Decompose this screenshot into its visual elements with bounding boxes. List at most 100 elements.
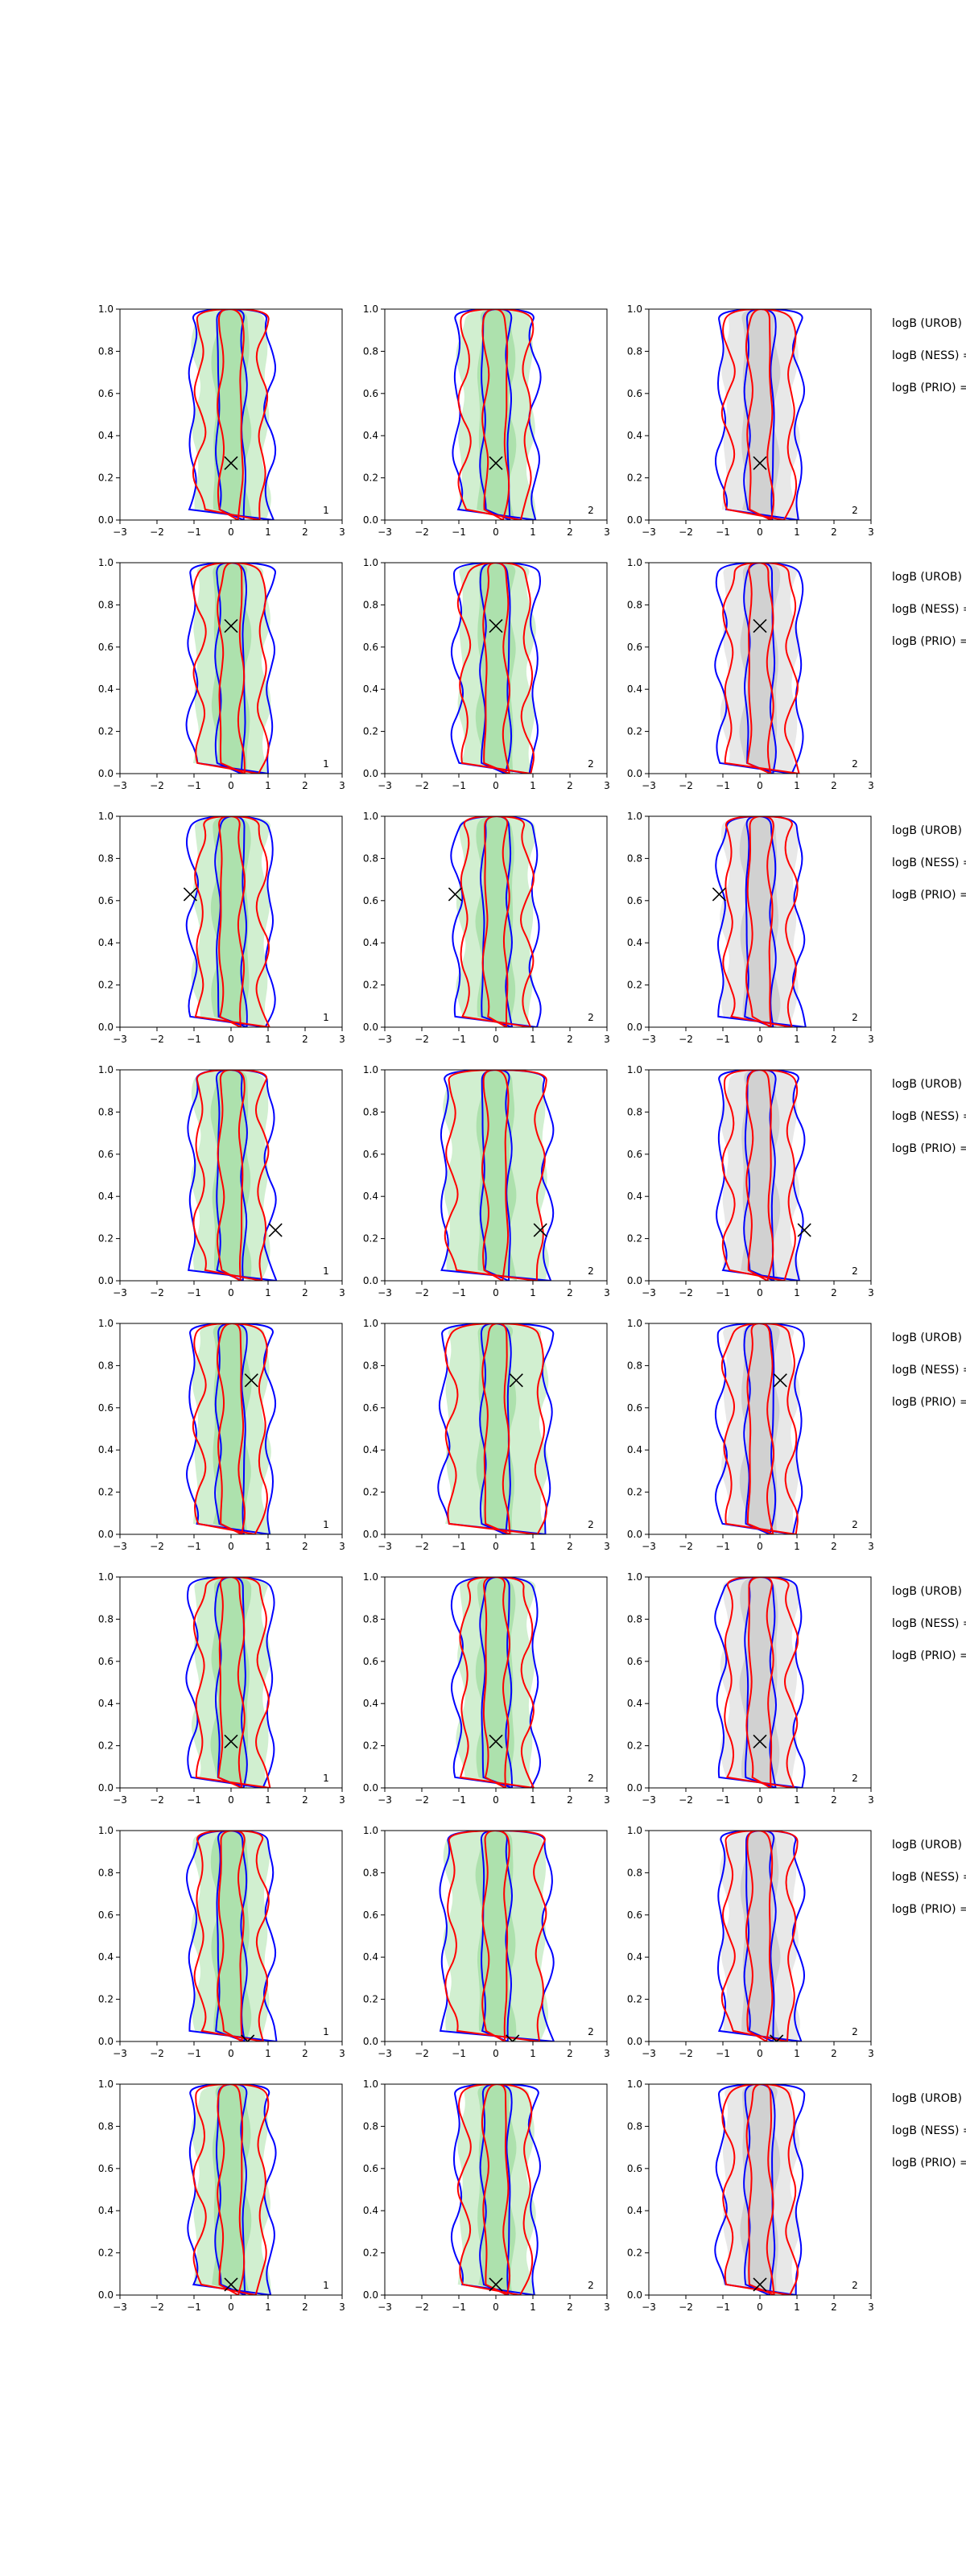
- blue-outer-contour: [714, 1577, 806, 1788]
- red-outer-contour: [459, 1577, 535, 1788]
- x-tick-label: 3: [339, 526, 345, 538]
- blue-outer-contour: [450, 2084, 541, 2295]
- y-tick-label: 0.4: [627, 1444, 642, 1455]
- x-tick-label: 1: [265, 526, 271, 538]
- y-tick-label: 1.0: [98, 303, 114, 315]
- y-tick-label: 0.2: [627, 473, 642, 484]
- row-labels: logB (UROB) = logB (NESS) = logB (PRIO) =: [892, 1078, 966, 1155]
- y-tick-label: 0.4: [98, 683, 114, 695]
- red-outer-contour: [724, 1577, 799, 1788]
- blue-inner-contour: [743, 309, 777, 520]
- y-tick-label: 0.0: [627, 768, 642, 779]
- plot-area: [188, 309, 277, 520]
- subplot-r1-c3: −3 −2 −1 0 1 2 30.00.20.40.60.81.02: [627, 303, 874, 538]
- x-tick-label: 0: [493, 526, 499, 538]
- plot-area: [437, 1323, 555, 1534]
- x-tick-label: 0: [493, 780, 499, 791]
- y-tick-label: 0.4: [363, 430, 378, 441]
- x-tick-label: −1: [716, 1034, 730, 1045]
- subplot-r8-c1: −3 −2 −1 0 1 2 3 0.0 0.2 0.4 0.6 0.8 1.0 1: [98, 2079, 345, 2313]
- y-tick-label: 1.0: [363, 303, 378, 315]
- true-value-marker: [489, 619, 503, 634]
- panel-number: 2: [588, 1773, 594, 1784]
- y-tick-label: 0.0: [98, 1022, 114, 1033]
- inner-density-region: [475, 1831, 517, 2041]
- side-label: logB (NESS) =: [892, 857, 966, 869]
- subplot-r6-c2: −3 −2 −1 0 1 2 30.00.20.40.60.81.02: [363, 1571, 610, 1806]
- y-tick-label: 0.0: [627, 1022, 642, 1033]
- x-tick-label: 0: [757, 780, 763, 791]
- blue-outer-contour: [187, 2084, 277, 2295]
- red-inner-contour: [217, 563, 246, 774]
- y-tick-label: 0.6: [363, 1149, 378, 1160]
- red-inner-contour: [217, 1831, 246, 2041]
- y-tick-label: 1.0: [98, 1318, 114, 1329]
- panel-number: 1: [323, 2026, 329, 2037]
- y-tick-label: 0.6: [627, 388, 642, 399]
- y-tick-label: 1.0: [363, 2079, 378, 2090]
- x-tick-label: 3: [868, 2048, 874, 2059]
- y-tick-label: 0.6: [98, 1149, 114, 1160]
- y-tick-label: 0.4: [363, 937, 378, 948]
- x-tick-label: 2: [567, 1287, 573, 1298]
- y-tick-label: 0.8: [363, 1613, 378, 1624]
- x-tick-label: −3: [642, 2301, 656, 2313]
- row-labels: logB (UROB) = logB (NESS) = logB (PRIO) =: [892, 571, 966, 648]
- x-tick-label: −2: [679, 526, 693, 538]
- x-tick-label: 0: [493, 1034, 499, 1045]
- red-inner-contour: [481, 1070, 510, 1281]
- blue-outer-contour: [185, 1577, 275, 1788]
- y-tick-label: 0.4: [98, 937, 114, 948]
- blue-inner-contour: [744, 816, 777, 1027]
- panel-number: 2: [588, 2280, 594, 2291]
- true-value-marker: [268, 1223, 283, 1237]
- x-tick-label: −2: [679, 1034, 693, 1045]
- x-tick-label: −1: [716, 1287, 730, 1298]
- y-tick-label: 0.0: [98, 1529, 114, 1540]
- side-label: logB (UROB) =: [892, 1078, 966, 1091]
- y-tick-label: 1.0: [363, 1825, 378, 1836]
- y-tick-label: 1.0: [98, 557, 114, 568]
- y-tick-label: 0.4: [363, 2205, 378, 2216]
- x-tick-label: −3: [378, 1794, 392, 1806]
- plot-area: [712, 816, 807, 1027]
- blue-inner-contour: [214, 1577, 248, 1788]
- y-tick-label: 0.2: [627, 1233, 642, 1245]
- x-tick-label: 2: [302, 2048, 308, 2059]
- x-tick-label: −2: [150, 780, 164, 791]
- side-label: logB (PRIO) =: [892, 635, 966, 648]
- x-tick-label: 1: [530, 1034, 536, 1045]
- y-tick-label: 0.4: [98, 1191, 114, 1202]
- y-tick-label: 0.0: [98, 514, 114, 526]
- x-tick-label: 1: [530, 780, 536, 791]
- y-tick-label: 1.0: [363, 1064, 378, 1075]
- x-tick-label: −1: [187, 2301, 201, 2313]
- x-tick-label: 0: [757, 1794, 763, 1806]
- red-outer-contour: [720, 1831, 799, 2041]
- y-tick-label: 0.4: [363, 1698, 378, 1709]
- x-tick-label: 1: [794, 2048, 800, 2059]
- y-tick-label: 0.8: [98, 2120, 114, 2132]
- side-label: logB (NESS) =: [892, 1364, 966, 1377]
- panel-number: 2: [852, 2026, 858, 2037]
- y-tick-label: 0.0: [98, 1275, 114, 1286]
- blue-inner-contour: [215, 1831, 248, 2041]
- row-labels: logB (UROB) = logB (NESS) = logB (PRIO) =: [892, 1839, 966, 1916]
- y-tick-label: 0.8: [363, 1867, 378, 1878]
- red-inner-contour: [745, 816, 774, 1027]
- y-tick-label: 0.2: [363, 726, 378, 737]
- x-tick-label: 0: [228, 2048, 234, 2059]
- y-tick-label: 0.8: [363, 2120, 378, 2132]
- y-tick-label: 0.8: [98, 852, 114, 864]
- true-value-marker: [489, 2277, 503, 2292]
- panel-number: 1: [323, 1773, 329, 1784]
- y-tick-label: 0.4: [627, 937, 642, 948]
- side-label: logB (NESS) =: [892, 349, 966, 362]
- red-outer-contour: [444, 1323, 547, 1534]
- y-tick-label: 0.4: [627, 683, 642, 695]
- y-tick-label: 0.4: [98, 1444, 114, 1455]
- side-label: logB (NESS) =: [892, 603, 966, 616]
- side-label: logB (NESS) =: [892, 2124, 966, 2137]
- y-tick-label: 0.0: [627, 1529, 642, 1540]
- x-tick-label: 2: [831, 2301, 837, 2313]
